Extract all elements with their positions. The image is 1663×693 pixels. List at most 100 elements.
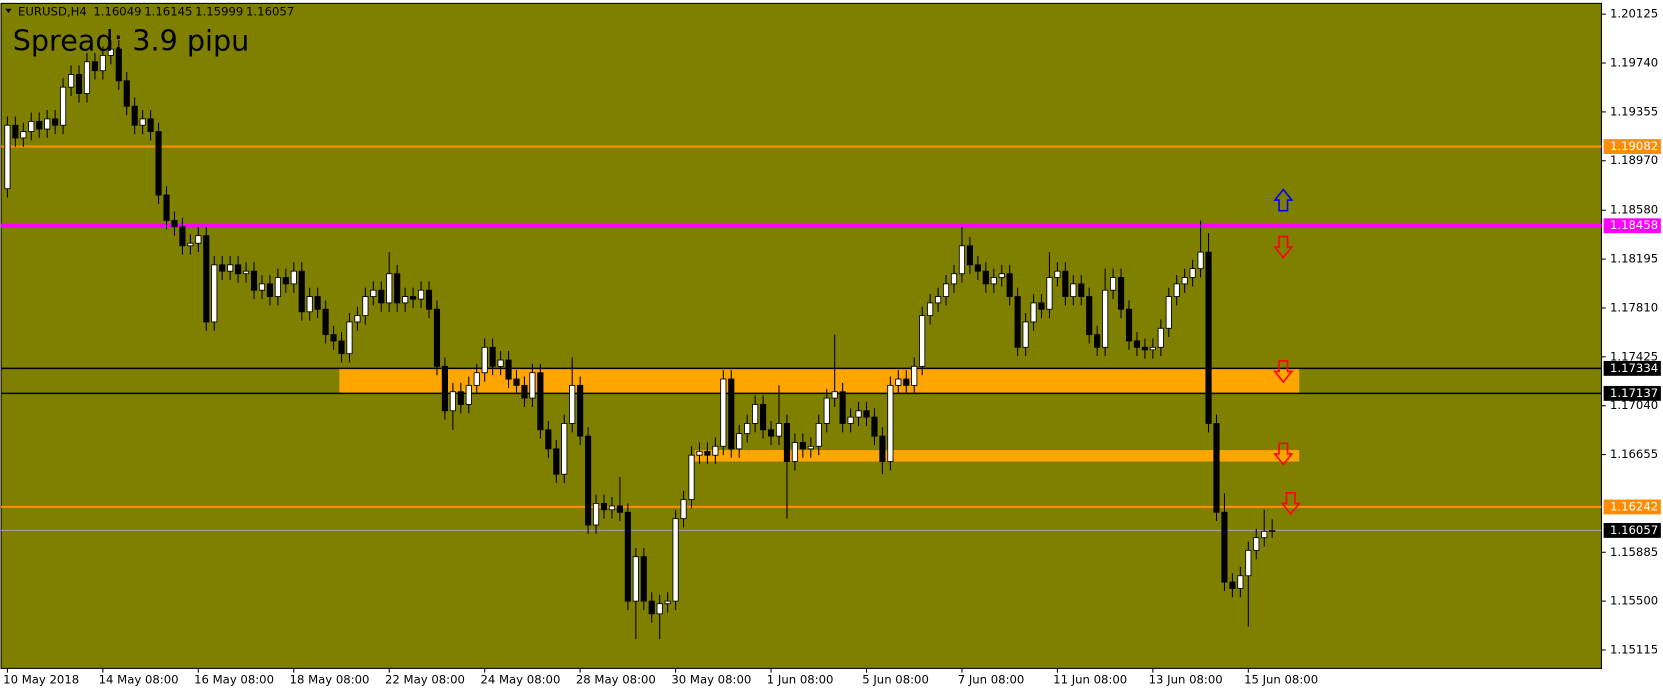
candle-body	[704, 450, 711, 456]
candle-body	[1070, 283, 1077, 297]
candle-body	[1022, 321, 1029, 348]
candle-body	[1181, 277, 1188, 285]
x-tick-label: 14 May 08:00	[99, 673, 179, 687]
candle-body	[250, 270, 258, 291]
candle-body	[1030, 302, 1037, 323]
candle-body	[1046, 277, 1053, 310]
candle-body	[744, 423, 751, 435]
level-label-bg	[1603, 385, 1661, 401]
candle-body	[258, 283, 266, 291]
candle-body	[577, 384, 584, 437]
x-tick-label: 18 May 08:00	[290, 673, 370, 687]
candle-body	[203, 235, 210, 323]
candle-body	[4, 124, 11, 190]
candle-body	[1237, 575, 1244, 589]
candle-body	[1117, 277, 1125, 310]
candle-body	[1133, 340, 1141, 348]
candle-body	[950, 273, 958, 285]
candle-body	[457, 391, 464, 405]
candle-body	[83, 61, 91, 94]
candle-body	[553, 448, 560, 475]
candle-body	[179, 226, 186, 247]
y-tick-label: 1.18195	[1610, 252, 1658, 266]
candle-body	[1125, 308, 1133, 342]
candle-body	[982, 270, 989, 285]
candle-body	[219, 264, 226, 272]
candle-body	[1173, 283, 1180, 297]
candle-body	[171, 219, 178, 228]
candle-body	[1014, 296, 1021, 348]
candle-body	[67, 74, 75, 88]
candle-body	[187, 242, 194, 247]
y-tick-label: 1.20125	[1610, 7, 1658, 21]
candle-body	[608, 505, 616, 511]
candle-body	[791, 442, 798, 462]
candle-body	[592, 502, 600, 526]
candle-body	[266, 283, 273, 297]
candle-body	[378, 289, 385, 304]
x-tick-label: 22 May 08:00	[385, 673, 465, 687]
level-label-bg	[1603, 523, 1661, 538]
candle-body	[489, 346, 496, 367]
candle-body	[974, 264, 981, 272]
candle-body	[123, 80, 130, 107]
candle-body	[195, 235, 202, 244]
candle-body	[362, 296, 369, 317]
candle-body	[847, 416, 854, 424]
x-tick-label: 5 Jun 08:00	[862, 673, 929, 687]
candle-body	[736, 433, 743, 450]
candle-body	[783, 423, 791, 462]
symbol: EURUSD,H4	[18, 4, 87, 18]
candle-body	[1094, 334, 1101, 348]
level-label: 1.19082	[1610, 139, 1658, 153]
candle-body	[1062, 270, 1069, 297]
y-tick-label: 1.19355	[1610, 104, 1658, 118]
candle-body	[497, 359, 504, 367]
candle-body	[1086, 296, 1093, 336]
candle-body	[1054, 270, 1061, 278]
candle-body	[282, 277, 289, 285]
x-tick-label: 1 Jun 08:00	[767, 673, 834, 687]
signal-arrow	[1273, 235, 1294, 259]
y-tick-label: 1.17040	[1610, 398, 1658, 412]
y-tick-label: 1.19740	[1610, 56, 1658, 70]
candle-body	[433, 308, 441, 367]
x-tick-label: 24 May 08:00	[480, 673, 560, 687]
candle-body	[1197, 251, 1204, 270]
candle-body	[871, 416, 878, 437]
header-value: 1.15999	[195, 4, 243, 18]
candle-body	[147, 118, 154, 132]
y-tick-label: 1.16655	[1610, 447, 1658, 461]
x-tick-label: 16 May 08:00	[194, 673, 274, 687]
candle-body	[91, 61, 98, 72]
candle-body	[624, 511, 631, 602]
candle-body	[823, 397, 830, 424]
candle-body	[648, 600, 655, 615]
candle-body	[370, 289, 377, 297]
signal-arrow	[1273, 442, 1294, 466]
zone	[694, 450, 1300, 462]
candle-body	[139, 118, 146, 126]
candle-body	[688, 454, 695, 501]
candle-body	[696, 450, 703, 456]
candle-body	[799, 442, 806, 450]
candle-body	[44, 118, 51, 130]
candle-body	[903, 378, 910, 386]
candle-body	[235, 264, 242, 275]
candle-body	[1157, 327, 1164, 348]
candle-body	[346, 321, 353, 355]
signal-arrow	[1273, 188, 1294, 212]
level-label-bg	[1603, 139, 1661, 154]
level-label-bg	[1603, 499, 1661, 515]
level-label: 1.18458	[1610, 218, 1658, 232]
candle-body	[99, 55, 106, 72]
candle-body	[513, 378, 520, 386]
candle-body	[425, 289, 433, 310]
level-label-bg	[1603, 218, 1661, 234]
signal-arrow	[1280, 492, 1301, 516]
y-tick-label: 1.18970	[1610, 153, 1658, 167]
candle-body	[386, 273, 393, 304]
candle-body	[672, 518, 679, 602]
